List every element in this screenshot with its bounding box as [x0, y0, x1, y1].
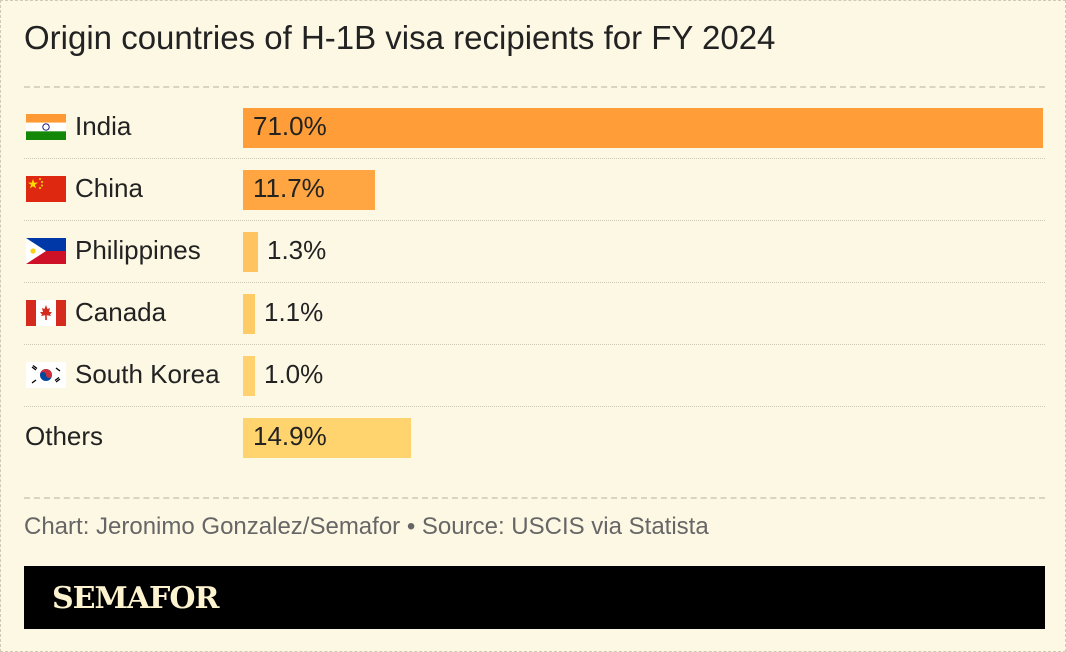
- value-label: 1.1%: [264, 297, 324, 327]
- canada-flag-icon: [26, 300, 66, 326]
- value-label: 14.9%: [253, 421, 327, 451]
- source-note: Chart: Jeronimo Gonzalez/Semafor • Sourc…: [24, 513, 709, 540]
- brand-banner: SEMAFOR: [24, 566, 1045, 629]
- bar-row: Philippines 1.3%: [24, 221, 1045, 283]
- bar: [243, 294, 255, 334]
- row-divider: [24, 158, 1045, 159]
- bar-row: China 11.7%: [24, 159, 1045, 221]
- row-divider: [24, 344, 1045, 345]
- category-label: India: [75, 111, 132, 141]
- india-flag-icon: [26, 114, 66, 140]
- bar-row: India 71.0%: [24, 97, 1045, 159]
- china-flag-icon: [26, 176, 66, 202]
- category-label: Canada: [75, 297, 167, 327]
- value-label: 11.7%: [253, 173, 325, 203]
- bar-row: Others 14.9%: [24, 407, 1045, 469]
- row-divider: [24, 282, 1045, 283]
- philippines-flag-icon: [26, 238, 66, 264]
- row-divider: [24, 220, 1045, 221]
- category-label: Others: [25, 421, 104, 451]
- chart-title: Origin countries of H-1B visa recipients…: [24, 19, 776, 56]
- bar: [243, 418, 411, 458]
- category-label: China: [75, 173, 143, 203]
- value-label: 1.3%: [267, 235, 327, 265]
- value-label: 1.0%: [264, 359, 324, 389]
- south-korea-flag-icon: [26, 362, 66, 388]
- bar-row: Canada 1.1%: [24, 283, 1045, 345]
- brand-logo: SEMAFOR: [52, 581, 219, 616]
- category-label: Philippines: [75, 235, 201, 265]
- category-label: South Korea: [75, 359, 220, 389]
- bar-row: South Korea 1.0%: [24, 345, 1045, 407]
- value-label: 71.0%: [253, 111, 327, 141]
- bar: [243, 232, 258, 272]
- bar: [243, 170, 375, 210]
- bar: [243, 356, 255, 396]
- title-divider: [24, 86, 1045, 88]
- row-divider: [24, 406, 1045, 407]
- footer-divider: [24, 497, 1045, 499]
- bar: [243, 108, 1043, 148]
